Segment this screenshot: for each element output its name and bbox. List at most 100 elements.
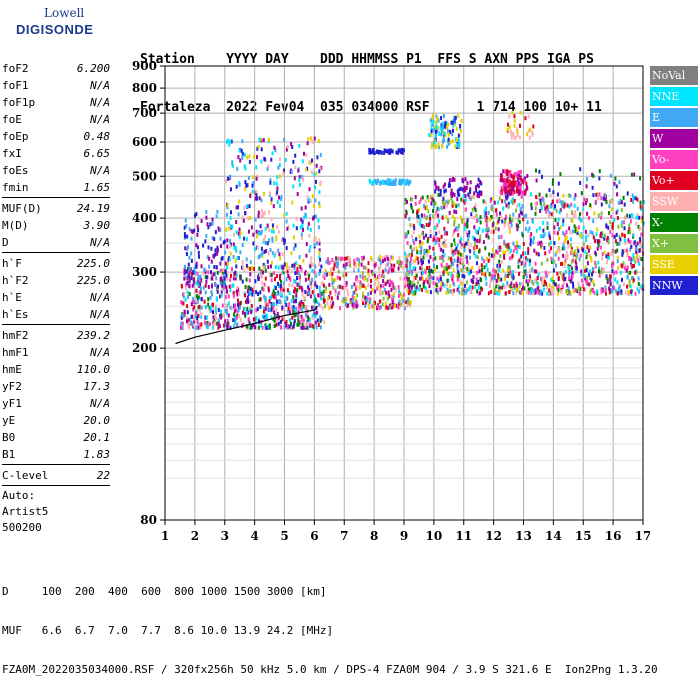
echo-point	[564, 276, 567, 281]
echo-point	[373, 263, 376, 268]
echo-point	[615, 184, 618, 189]
echo-point	[385, 305, 388, 310]
echo-point	[273, 181, 276, 186]
echo-point	[293, 279, 296, 283]
echo-point	[337, 261, 339, 266]
echo-point	[235, 273, 238, 278]
echo-point	[548, 283, 551, 288]
echo-point	[419, 266, 422, 271]
echo-point	[210, 259, 213, 264]
echo-point	[225, 227, 227, 232]
echo-point	[238, 199, 241, 204]
echo-point	[535, 178, 538, 183]
echo-point	[508, 250, 511, 255]
echo-point	[229, 305, 232, 310]
echo-point	[504, 251, 506, 255]
echo-point	[525, 269, 527, 274]
echo-point	[456, 243, 459, 248]
echo-point	[342, 263, 345, 268]
echo-point	[548, 188, 551, 193]
echo-point	[273, 313, 276, 318]
echo-point	[285, 323, 288, 328]
echo-point	[255, 290, 258, 295]
echo-point	[236, 255, 239, 260]
echo-point	[451, 138, 454, 143]
echo-point	[582, 225, 585, 230]
echo-point	[466, 267, 469, 271]
echo-point	[255, 190, 258, 195]
echo-point	[197, 274, 200, 279]
echo-point	[478, 265, 481, 270]
echo-point	[529, 234, 532, 239]
echo-point	[556, 246, 559, 251]
echo-point	[294, 312, 297, 317]
echo-point	[353, 304, 356, 308]
echo-point	[486, 232, 489, 237]
echo-point	[266, 259, 269, 264]
echo-point	[323, 320, 326, 325]
echo-point	[229, 139, 232, 144]
echo-point	[257, 277, 260, 282]
echo-point	[306, 166, 309, 171]
x-tick-label: 6	[310, 529, 318, 543]
echo-point	[456, 287, 459, 292]
echo-point	[248, 154, 251, 159]
echo-point	[437, 213, 440, 218]
echo-point	[311, 315, 314, 320]
echo-point	[268, 307, 271, 312]
echo-point	[400, 260, 403, 265]
echo-point	[509, 179, 511, 184]
echo-point	[443, 266, 446, 270]
param-value: 6.200	[76, 62, 110, 75]
echo-point	[476, 219, 478, 223]
echo-point	[453, 192, 456, 197]
echo-point	[404, 251, 407, 256]
echo-point	[519, 123, 521, 128]
echo-point	[558, 248, 561, 253]
echo-point	[188, 270, 191, 275]
echo-point	[304, 289, 307, 294]
echo-point	[461, 273, 464, 278]
echo-point	[261, 251, 264, 256]
echo-point	[582, 207, 585, 212]
echo-point	[445, 244, 448, 248]
x-tick-label: 4	[250, 529, 258, 543]
echo-point	[576, 246, 579, 251]
echo-point	[307, 285, 310, 290]
echo-point	[230, 187, 232, 192]
echo-point	[380, 150, 383, 155]
echo-point	[516, 183, 519, 187]
echo-point	[275, 274, 278, 278]
echo-point	[611, 233, 614, 238]
echo-point	[624, 266, 627, 271]
echo-point	[319, 269, 322, 273]
echo-point	[460, 259, 463, 264]
echo-point	[389, 305, 392, 310]
echo-point	[337, 284, 340, 289]
echo-point	[497, 227, 500, 232]
echo-point	[377, 179, 380, 184]
echo-point	[318, 302, 320, 307]
echo-point	[586, 261, 589, 266]
echo-point	[204, 290, 207, 295]
echo-point	[220, 286, 223, 291]
echo-point	[286, 226, 289, 231]
echo-point	[281, 286, 284, 291]
echo-point	[570, 259, 573, 264]
echo-point	[459, 279, 462, 284]
echo-point	[553, 241, 556, 246]
echo-point	[437, 193, 440, 198]
echo-point	[306, 226, 309, 231]
echo-point	[231, 224, 234, 229]
echo-point	[213, 318, 216, 323]
echo-point	[391, 256, 394, 261]
param-row: hmF2 239.2	[2, 327, 110, 344]
echo-point	[554, 204, 556, 209]
echo-point	[256, 245, 259, 250]
echo-point	[374, 289, 377, 294]
echo-point	[224, 250, 227, 255]
echo-point	[620, 200, 623, 205]
echo-point	[381, 302, 384, 307]
echo-point	[508, 265, 511, 270]
echo-point	[300, 217, 303, 222]
